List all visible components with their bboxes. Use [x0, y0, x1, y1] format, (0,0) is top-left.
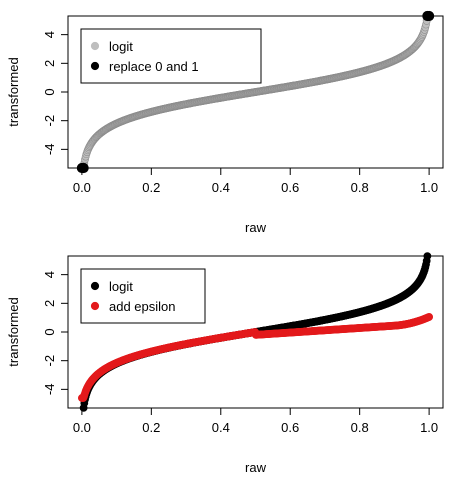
y-tick-label: 4: [42, 271, 57, 278]
y-axis-title: transformed: [6, 57, 21, 126]
data-point: [423, 252, 432, 260]
series-1: [79, 12, 432, 172]
chart-panel-2: 0.0 0.2 0.4 0.6 0.8 1.0 -4 -2 0 2 4 raw transformed l…: [6, 252, 444, 475]
x-tick-label: 0.0: [73, 420, 91, 435]
y-tick-label: -4: [42, 384, 57, 396]
x-tick-label: 0.8: [351, 180, 369, 195]
x-tick-label: 0.4: [212, 180, 230, 195]
y-tick-label: 0: [42, 88, 57, 95]
legend-label: logit: [109, 279, 133, 294]
x-tick-label: 0.0: [73, 180, 91, 195]
x-axis-title: raw: [245, 220, 267, 235]
legend-box: [80, 28, 262, 84]
y-tick-label: -4: [42, 144, 57, 156]
series-2: [76, 10, 435, 174]
y-tick-label: -2: [42, 355, 57, 367]
legend-box: [80, 268, 206, 324]
legend-swatch: [90, 301, 100, 311]
series-2: [77, 313, 434, 402]
legend-label: logit: [109, 39, 133, 54]
data-point: [425, 313, 434, 321]
y-tick-label: -2: [42, 115, 57, 127]
x-tick-label: 0.2: [142, 420, 160, 435]
data-point: [422, 10, 433, 22]
y-tick-label: 4: [42, 31, 57, 38]
x-tick-label: 0.6: [281, 420, 299, 435]
y-tick-label: 2: [42, 300, 57, 307]
legend-label: replace 0 and 1: [109, 59, 199, 74]
legend-label: add epsilon: [109, 299, 176, 314]
y-axis-title: transformed: [6, 297, 21, 366]
chart-panel-1: 0.0 0.2 0.4 0.6 0.8 1.0 -4 -2 0 2 4 raw transformed l…: [6, 10, 444, 235]
x-tick-label: 1.0: [420, 180, 438, 195]
legend-swatch: [90, 41, 100, 51]
y-tick-label: 2: [42, 60, 57, 67]
y-tick-label: 0: [42, 328, 57, 335]
x-tick-label: 0.2: [142, 180, 160, 195]
x-tick-label: 0.6: [281, 180, 299, 195]
legend-swatch: [90, 61, 100, 71]
x-tick-label: 0.4: [212, 420, 230, 435]
data-point: [78, 162, 89, 174]
x-tick-label: 1.0: [420, 420, 438, 435]
legend-swatch: [90, 281, 100, 291]
x-axis-title: raw: [245, 460, 267, 475]
x-tick-label: 0.8: [351, 420, 369, 435]
